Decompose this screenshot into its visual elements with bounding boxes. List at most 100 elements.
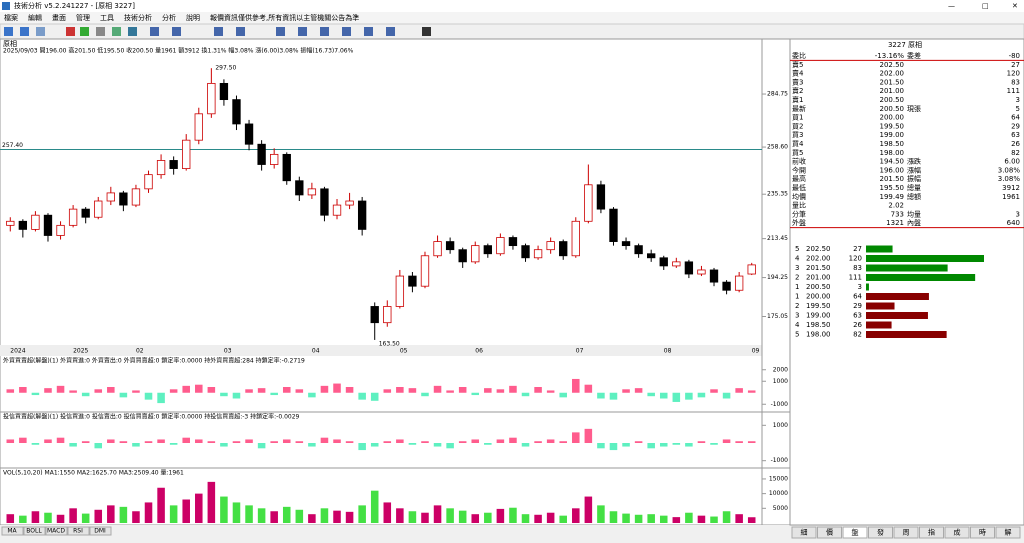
indicator-bar [634, 514, 643, 523]
tool-icon[interactable] [320, 27, 329, 36]
tool-icon[interactable] [36, 27, 45, 36]
indicator-bar [320, 385, 329, 393]
book-bar [866, 255, 984, 262]
panel-tab[interactable] [868, 526, 893, 539]
panel-tab[interactable] [842, 526, 868, 539]
panel-tab[interactable] [970, 526, 995, 539]
tool-icon[interactable] [150, 27, 159, 36]
indicator-bar [735, 441, 743, 443]
indicator-bar [220, 392, 228, 397]
tool-icon[interactable] [112, 27, 121, 36]
candle-body [433, 241, 442, 257]
tool-icon[interactable] [236, 27, 245, 36]
indicator-tab[interactable] [89, 526, 112, 536]
indicator-bar [69, 390, 77, 393]
indicator-bar [245, 505, 253, 523]
panel-tab[interactable] [791, 526, 817, 539]
menu-item[interactable]: 編輯 [28, 13, 42, 22]
indicator-tab[interactable] [1, 526, 24, 536]
indicator-bar [195, 493, 203, 523]
menu-item[interactable]: 分析 [162, 13, 176, 22]
tool-icon[interactable] [364, 27, 373, 36]
indicator-bar [31, 392, 40, 396]
tool-icon[interactable] [386, 27, 395, 36]
panel-tab-label: 細 [801, 528, 808, 537]
menu-item[interactable]: 說明 [186, 13, 200, 22]
tool-icon[interactable] [214, 27, 223, 36]
tool-icon[interactable] [172, 27, 181, 36]
indicator-bar [609, 443, 618, 451]
quote-value: 202.00 [880, 70, 905, 78]
candle-body [182, 139, 191, 169]
book-level: 3 [795, 264, 799, 272]
maximize-button[interactable]: □ [982, 2, 989, 10]
minimize-button[interactable]: — [948, 2, 955, 10]
indicator-bar [44, 512, 52, 523]
y-tick-label: 1000 [773, 422, 788, 429]
quote-value: 201.50 [880, 78, 905, 86]
indicator-tab[interactable] [45, 526, 68, 536]
tool-icon[interactable] [342, 27, 351, 36]
indicator-bar [69, 508, 77, 523]
candle-body [357, 200, 367, 230]
panel-tab-label: 成 [954, 528, 961, 537]
candle-body [320, 188, 329, 216]
tool-icon[interactable] [422, 27, 431, 36]
tool-icon[interactable] [96, 27, 105, 36]
menu-item[interactable]: 報價資訊僅供參考,所有資訊以主管機關公告為準 [210, 13, 359, 22]
indicator-bar [559, 441, 567, 443]
indicator-title: 投信買賣超(解盤)(1) 投信買進:0 投信賣出:0 投信買賣超:0 鎖定率:0… [3, 413, 300, 421]
book-level: 2 [795, 274, 799, 282]
indicator-bar [572, 432, 580, 443]
y-tick-label: 258.60 [767, 144, 788, 151]
menu-item[interactable]: 畫面 [52, 13, 66, 22]
tool-icon[interactable] [80, 27, 89, 36]
indicator-bar [458, 387, 467, 393]
indicator-bar [132, 443, 140, 447]
menu-item[interactable]: 管理 [76, 13, 90, 22]
tool-icon[interactable] [276, 27, 285, 36]
y-tick-label: 235.35 [767, 191, 788, 198]
close-button[interactable]: ✕ [1012, 2, 1018, 10]
candle-body [420, 255, 430, 287]
candle-body [106, 192, 115, 202]
indicator-bar [672, 392, 681, 402]
book-price: 198.50 [806, 321, 831, 329]
indicator-tab[interactable] [23, 526, 46, 536]
quote-value: 640 [1007, 219, 1020, 227]
tool-icon[interactable] [20, 27, 29, 36]
book-price: 202.50 [806, 245, 831, 253]
panel-tab[interactable] [893, 526, 919, 539]
indicator-bar [546, 512, 555, 523]
tool-icon[interactable] [66, 27, 75, 36]
quote-value: 1961 [1002, 193, 1020, 201]
menu-item[interactable]: 工具 [100, 14, 114, 22]
tool-icon[interactable] [298, 27, 307, 36]
tool-icon[interactable] [128, 27, 137, 36]
quote-qty: 27 [1011, 61, 1020, 69]
menu-item[interactable]: 技術分析 [124, 13, 152, 22]
panel-tab[interactable] [944, 526, 970, 539]
menu-item[interactable]: 檔案 [4, 13, 18, 22]
book-level: 1 [795, 293, 799, 301]
book-qty: 63 [853, 312, 862, 320]
indicator-bar [119, 506, 128, 523]
indicator-bar [484, 443, 492, 445]
panel-tab[interactable] [995, 526, 1021, 539]
indicator-bar [458, 441, 467, 443]
indicator-bar [270, 511, 278, 523]
indicator-bar [509, 385, 517, 393]
book-price: 200.50 [806, 283, 831, 291]
indicator-tab-label: RSI [73, 528, 83, 535]
panel-tab[interactable] [817, 526, 842, 539]
indicator-bar [747, 441, 756, 443]
indicator-bar [421, 512, 429, 523]
indicator-bar [94, 509, 103, 523]
panel-tab[interactable] [919, 526, 944, 539]
tool-icon[interactable] [4, 27, 13, 36]
candle-body [596, 184, 606, 210]
indicator-bar [496, 389, 505, 393]
date-label: 09 [752, 348, 760, 355]
indicator-tab[interactable] [67, 526, 90, 536]
candle-body [119, 192, 128, 206]
